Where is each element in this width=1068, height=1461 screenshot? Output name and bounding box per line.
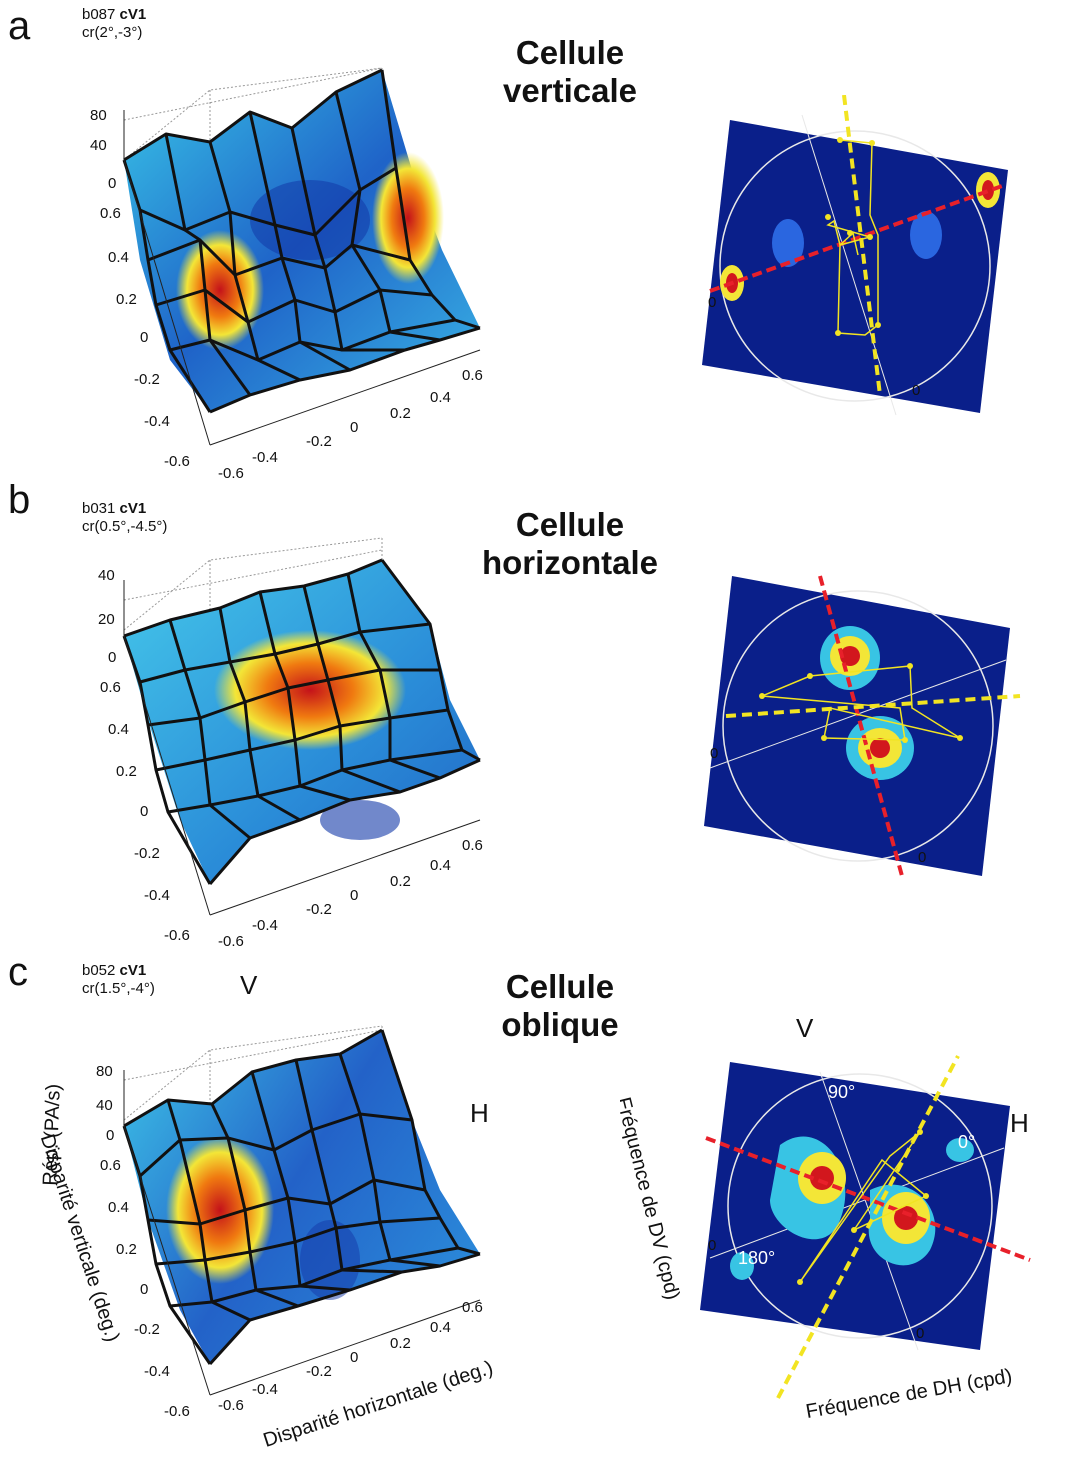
fourier-zero-y: 0 (710, 745, 718, 762)
y-tick: 0.6 (100, 1157, 121, 1174)
z-tick: 20 (98, 611, 115, 628)
fourier-zero-y: 0 (708, 294, 716, 311)
y-tick: 0 (140, 329, 148, 346)
x-tick: 0.2 (390, 1335, 411, 1352)
cell-code: b031 (82, 500, 116, 517)
surface-plot-a: 80 40 0 0.6 0.4 0.2 0 -0.2 -0.4 -0.6 -0.… (90, 67, 483, 480)
cell-area: cV1 (119, 500, 147, 517)
x-tick: 0.6 (462, 1299, 483, 1316)
y-tick: 0.6 (100, 679, 121, 696)
panel-letter-b: b (8, 478, 31, 522)
y-tick: -0.6 (164, 927, 190, 944)
cell-id-a: b087 cV1 cr(2°,-3°) (82, 6, 146, 42)
x-tick: -0.6 (218, 465, 244, 480)
x-tick: -0.6 (218, 933, 244, 950)
surface-plot-c: 80 40 0 0.6 0.4 0.2 0 -0.2 -0.4 -0.6 -0.… (36, 1025, 496, 1452)
x-tick: 0.4 (430, 857, 451, 874)
y-tick: -0.2 (134, 1321, 160, 1338)
x-tick: 0.2 (390, 405, 411, 422)
cell-code: b052 (82, 962, 116, 979)
y-tick: -0.4 (144, 887, 170, 904)
x-tick: 0.4 (430, 389, 451, 406)
x-tick: 0.4 (430, 1319, 451, 1336)
panel-letter-a: a (8, 4, 31, 48)
z-tick: 80 (90, 107, 107, 124)
cell-title-c: Cellule oblique (460, 968, 660, 1044)
fourier-label-v: V (796, 1013, 814, 1043)
fourier-zero-y: 0 (708, 1237, 716, 1254)
z-tick: 0 (108, 649, 116, 666)
x-tick: 0 (350, 419, 358, 436)
cell-title-line2: oblique (501, 1006, 619, 1043)
cell-area: cV1 (119, 962, 147, 979)
y-tick: 0.2 (116, 1241, 137, 1258)
angle-label-90: 90° (828, 1082, 855, 1102)
z-tick: 0 (106, 1127, 114, 1144)
cell-title-line2: horizontale (481, 544, 658, 581)
angle-label-180: 180° (738, 1248, 775, 1268)
fourier-zero-x: 0 (916, 1325, 924, 1342)
cell-rf: cr(0.5°,-4.5°) (82, 518, 168, 535)
cell-title-line1: Cellule (505, 968, 615, 1005)
cell-id-c: b052 cV1 cr(1.5°,-4°) (82, 962, 155, 998)
fourier-plot-a: 0 0 (702, 95, 1008, 416)
cell-area: cV1 (119, 6, 147, 23)
z-tick: 80 (96, 1063, 113, 1080)
y-tick: -0.6 (164, 453, 190, 470)
y-tick: 0 (140, 1281, 148, 1298)
y-tick: -0.2 (134, 845, 160, 862)
z-tick: 40 (96, 1097, 113, 1114)
cell-title-line2: verticale (503, 72, 637, 109)
cell-rf: cr(2°,-3°) (82, 24, 143, 41)
z-tick: 40 (90, 137, 107, 154)
cell-title-a: Cellule verticale (470, 34, 670, 110)
cell-code: b087 (82, 6, 116, 23)
panel-letter-c: c (8, 950, 28, 994)
x-tick: -0.4 (252, 917, 278, 934)
cell-rf: cr(1.5°,-4°) (82, 980, 155, 997)
x-tick: -0.2 (306, 901, 332, 918)
cell-title-line1: Cellule (515, 34, 625, 71)
fourier-plot-b: 0 0 (704, 575, 1021, 877)
z-tick: 40 (98, 567, 115, 584)
y-tick: 0.4 (108, 721, 129, 738)
fourier-label-h: H (1010, 1108, 1029, 1138)
surface-plot-b: 40 20 0 0.6 0.4 0.2 0 -0.2 -0.4 -0.6 -0.… (98, 537, 483, 950)
surface-label-v: V (240, 970, 258, 1000)
x-tick: 0.2 (390, 873, 411, 890)
fourier-x-axis-label: Fréquence de DH (cpd) (804, 1365, 1014, 1423)
cell-title-b: Cellule horizontale (470, 506, 670, 582)
cell-id-b: b031 cV1 cr(0.5°,-4.5°) (82, 500, 167, 536)
y-tick: 0.4 (108, 1199, 129, 1216)
y-tick: 0 (140, 803, 148, 820)
fourier-plot-c: 90° 0° 180° 0 0 Fréquence de DV (cpd) Fr… (620, 1055, 1031, 1423)
x-tick: 0 (350, 887, 358, 904)
fourier-zero-x: 0 (918, 849, 926, 866)
fourier-zero-x: 0 (912, 382, 920, 399)
cell-title-line1: Cellule (515, 506, 625, 543)
x-tick: -0.2 (306, 433, 332, 450)
y-tick: 0.2 (116, 763, 137, 780)
y-tick: -0.2 (134, 371, 160, 388)
x-tick: -0.6 (218, 1397, 244, 1414)
x-tick: 0.6 (462, 837, 483, 854)
x-tick: -0.4 (252, 449, 278, 466)
y-tick: -0.6 (164, 1403, 190, 1420)
z-tick: 0 (108, 175, 116, 192)
angle-label-0: 0° (958, 1132, 975, 1152)
y-tick: 0.6 (100, 205, 121, 222)
x-tick: 0 (350, 1349, 358, 1366)
z-axis-label: Rép. (PA/s) (39, 1084, 65, 1187)
fourier-y-axis-label: Fréquence de DV (cpd) (620, 1095, 684, 1302)
x-axis-label: Disparité horizontale (deg.) (261, 1357, 496, 1452)
x-tick: 0.6 (462, 367, 483, 384)
y-tick: -0.4 (144, 413, 170, 430)
y-tick: 0.2 (116, 291, 137, 308)
x-tick: -0.4 (252, 1381, 278, 1398)
surface-label-h: H (470, 1098, 489, 1128)
y-tick: -0.4 (144, 1363, 170, 1380)
x-tick: -0.2 (306, 1363, 332, 1380)
y-tick: 0.4 (108, 249, 129, 266)
